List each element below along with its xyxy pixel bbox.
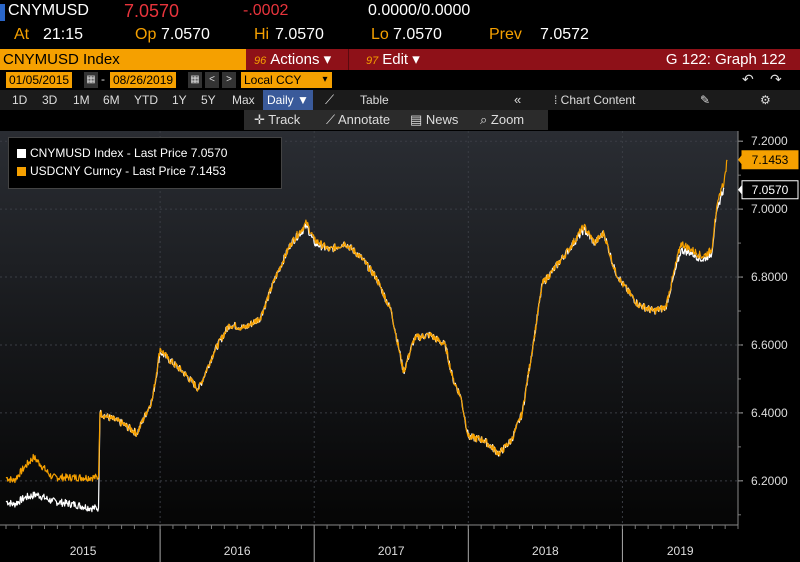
chart-grid — [0, 131, 800, 525]
frequency-select[interactable]: Daily ▼ — [263, 90, 313, 110]
last-price-pointer — [738, 154, 742, 165]
legend-item-cnymusd[interactable]: CNYMUSD Index - Last Price 7.0570 — [17, 144, 227, 162]
start-date-field[interactable]: 01/05/2015 — [6, 72, 73, 88]
y-tick-label: 6.4000 — [751, 406, 788, 420]
period-max[interactable]: Max — [232, 93, 255, 107]
bid-ask: 0.0000/0.0000 — [368, 2, 471, 19]
ticker-marker — [0, 4, 5, 21]
redo-icon[interactable]: ↷ — [770, 71, 782, 87]
period-6m[interactable]: 6M — [103, 93, 120, 107]
prev-label: Prev — [489, 26, 522, 43]
last-price-labels: 7.1453 7.0570 — [738, 150, 799, 200]
period-1y[interactable]: 1Y — [172, 93, 187, 107]
quote-time: 21:15 — [43, 26, 84, 43]
date-range-row: 01/05/2015 ▦ - 08/26/2019 ▦ < > Local CC… — [0, 70, 800, 90]
next-range-button[interactable]: > — [222, 72, 236, 88]
plot-background — [0, 131, 738, 525]
edit-chart-icon[interactable]: ✎ — [700, 93, 711, 107]
open-label: Op — [135, 26, 157, 43]
last-price: 7.0570 — [124, 1, 180, 21]
annotate-button[interactable]: ⟋ Annotate — [326, 110, 390, 130]
end-date-field[interactable]: 08/26/2019 — [110, 72, 177, 88]
prev-value: 7.0572 — [540, 26, 589, 43]
x-tick-label: 2019 — [667, 544, 694, 558]
table-button[interactable]: Table — [360, 93, 389, 107]
zoom-icon: ⌕ — [480, 112, 491, 127]
y-tick-label: 7.2000 — [751, 134, 788, 148]
crosshair-icon: ✛ — [254, 112, 269, 127]
annotate-icon: ⟋ — [326, 112, 338, 127]
chart-content-icon: ⁞ — [554, 93, 561, 107]
track-button[interactable]: ✛ Track — [254, 110, 300, 130]
series-line-usdcny — [5, 159, 728, 484]
chart-tools: ✛ Track ⟋ Annotate ▤ News ⌕ Zoom — [244, 110, 548, 130]
last-price-value: 7.0570 — [752, 183, 789, 197]
x-tick-label: 2017 — [378, 544, 405, 558]
legend-swatch-orange — [17, 167, 26, 176]
function-bar: CNYMUSD Index 96 Actions ▾ 97 Edit ▾ G 122… — [0, 49, 800, 70]
chart-content-button[interactable]: ⁞ Chart Content — [554, 90, 635, 110]
legend-swatch-white — [17, 149, 26, 158]
line-chart-icon[interactable]: ⟋ — [325, 92, 335, 107]
legend-label: CNYMUSD Index - Last Price 7.0570 — [30, 146, 228, 160]
currency-dropdown-icon[interactable]: ▾ — [318, 72, 332, 88]
quote-row-primary: CNYMUSD 7.0570 -.0002 0.0000/0.0000 — [0, 0, 800, 25]
at-label: At — [14, 26, 30, 43]
news-button[interactable]: ▤ News — [410, 110, 458, 130]
start-calendar-icon[interactable]: ▦ — [84, 72, 98, 88]
high-value: 7.0570 — [275, 26, 324, 43]
period-3d[interactable]: 3D — [42, 93, 58, 107]
edit-number: 97 — [366, 55, 379, 67]
news-icon: ▤ — [410, 112, 426, 127]
quote-row-secondary: At 21:15 Op 7.0570 Hi 7.0570 Lo 7.0570 P… — [0, 24, 800, 49]
last-price-pointer — [738, 184, 742, 195]
ticker-symbol: CNYMUSD — [8, 2, 89, 19]
x-tick-label: 2015 — [70, 544, 97, 558]
chart-axes: 6.2000 6.4000 6.6000 6.8000 7.0000 7.2000 2015… — [0, 131, 788, 562]
track-label: Track — [268, 112, 301, 127]
chart-legend: CNYMUSD Index - Last Price 7.0570 USDCNY… — [8, 137, 282, 189]
chart-series — [5, 159, 728, 513]
collapse-icon[interactable]: « — [514, 92, 522, 107]
period-ytd[interactable]: YTD — [134, 93, 158, 107]
y-tick-label: 7.0000 — [751, 202, 788, 216]
y-tick-label: 6.6000 — [751, 338, 788, 352]
graph-label: G 122: Graph 122 — [665, 51, 786, 68]
open-value: 7.0570 — [161, 26, 210, 43]
period-1d[interactable]: 1D — [12, 93, 28, 107]
high-label: Hi — [254, 26, 270, 43]
low-value: 7.0570 — [393, 26, 442, 43]
settings-gear-icon[interactable]: ⚙ — [760, 93, 771, 107]
edit-label: Edit ▾ — [382, 51, 420, 68]
legend-item-usdcny[interactable]: USDCNY Curncy - Last Price 7.1453 — [17, 162, 226, 180]
annotate-label: Annotate — [338, 112, 391, 127]
menu-divider — [348, 49, 349, 70]
price-change: -.0002 — [243, 2, 289, 19]
period-toolbar: 1D 3D 1M 6M YTD 1Y 5Y Max Daily ▼ ⟋ Tabl… — [0, 90, 800, 110]
x-tick-label: 2016 — [224, 544, 251, 558]
period-1m[interactable]: 1M — [73, 93, 90, 107]
chart-content-label: Chart Content — [560, 93, 636, 107]
x-tick-label: 2018 — [532, 544, 559, 558]
currency-select[interactable]: Local CCY — [241, 72, 319, 88]
zoom-label: Zoom — [490, 112, 525, 127]
period-5y[interactable]: 5Y — [201, 93, 216, 107]
actions-label: Actions ▾ — [270, 51, 332, 68]
legend-label: USDCNY Curncy - Last Price 7.1453 — [30, 164, 226, 178]
security-title[interactable]: CNYMUSD Index — [0, 49, 246, 70]
y-tick-label: 6.2000 — [751, 474, 788, 488]
y-tick-label: 6.8000 — [751, 270, 788, 284]
low-label: Lo — [371, 26, 389, 43]
last-price-value: 7.1453 — [752, 153, 789, 167]
date-dash: - — [101, 72, 105, 86]
edit-menu[interactable]: 97 Edit ▾ — [366, 49, 446, 70]
news-label: News — [425, 112, 459, 127]
zoom-button[interactable]: ⌕ Zoom — [480, 110, 524, 130]
undo-icon[interactable]: ↶ — [742, 71, 754, 87]
end-calendar-icon[interactable]: ▦ — [188, 72, 202, 88]
prev-range-button[interactable]: < — [205, 72, 219, 88]
actions-menu[interactable]: 96 Actions ▾ — [254, 49, 346, 70]
actions-number: 96 — [254, 55, 267, 67]
